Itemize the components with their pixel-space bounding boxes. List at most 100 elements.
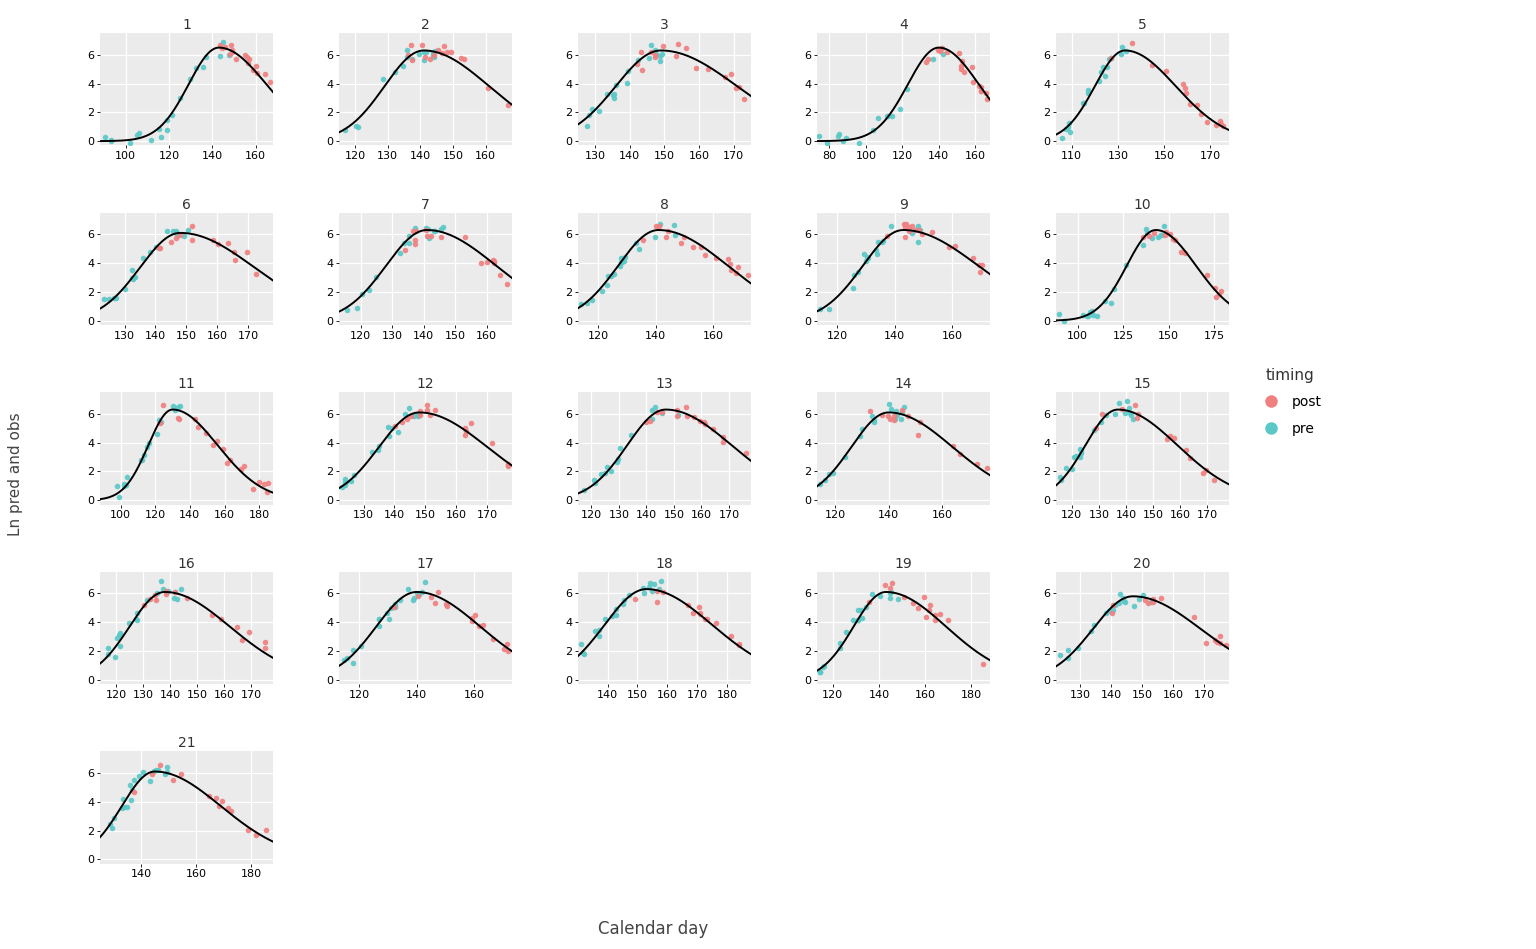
Point: [571, 482, 596, 497]
Point: [135, 439, 160, 455]
Point: [453, 420, 478, 436]
Point: [1100, 598, 1124, 613]
Point: [694, 611, 719, 626]
Title: 21: 21: [178, 736, 195, 751]
Point: [1101, 282, 1126, 297]
Point: [846, 135, 871, 150]
Point: [937, 239, 962, 254]
Point: [1118, 407, 1143, 422]
Point: [487, 267, 511, 282]
Point: [1172, 81, 1197, 96]
Point: [630, 62, 654, 77]
Point: [1114, 44, 1138, 59]
Point: [161, 772, 186, 788]
Point: [895, 408, 920, 423]
Point: [879, 584, 903, 599]
Point: [602, 267, 627, 282]
Point: [1210, 119, 1235, 134]
Point: [435, 598, 459, 613]
Point: [404, 224, 429, 239]
Point: [1135, 226, 1160, 241]
Point: [889, 411, 914, 426]
Point: [631, 233, 656, 248]
Point: [407, 408, 432, 423]
Point: [1100, 605, 1124, 620]
Point: [123, 270, 147, 285]
Point: [468, 255, 493, 270]
Point: [1195, 267, 1220, 282]
Point: [1149, 227, 1174, 242]
Point: [923, 612, 948, 627]
Point: [230, 632, 255, 647]
Point: [808, 664, 833, 679]
Point: [688, 239, 713, 254]
Point: [366, 612, 390, 627]
Point: [654, 229, 679, 244]
Point: [333, 474, 358, 490]
Title: 15: 15: [1134, 377, 1150, 391]
Point: [727, 80, 751, 95]
Point: [598, 269, 622, 284]
Point: [152, 767, 177, 782]
Point: [645, 583, 670, 598]
Point: [364, 270, 389, 285]
Point: [101, 810, 126, 826]
Point: [968, 264, 992, 279]
Point: [833, 449, 857, 464]
Point: [218, 804, 243, 819]
Point: [1054, 121, 1078, 137]
Point: [908, 223, 932, 238]
Point: [1092, 68, 1117, 84]
Point: [184, 60, 209, 75]
Point: [413, 45, 438, 60]
Point: [693, 415, 717, 430]
Point: [570, 645, 594, 661]
Point: [622, 591, 647, 606]
Point: [965, 456, 989, 471]
Point: [877, 581, 902, 596]
Point: [370, 71, 395, 86]
Point: [121, 271, 146, 287]
Point: [587, 628, 611, 643]
Point: [1184, 97, 1209, 112]
Point: [711, 435, 736, 450]
Point: [574, 295, 599, 310]
Point: [923, 607, 948, 623]
Point: [241, 481, 266, 496]
Point: [594, 86, 619, 102]
Point: [422, 402, 447, 418]
Point: [235, 55, 260, 70]
Point: [1103, 597, 1127, 612]
Point: [172, 229, 197, 244]
Point: [903, 222, 928, 237]
Point: [117, 616, 141, 631]
Point: [1174, 246, 1198, 261]
Point: [449, 51, 473, 66]
Point: [639, 45, 664, 60]
Title: 11: 11: [178, 377, 195, 391]
Point: [579, 292, 604, 307]
Point: [817, 301, 842, 316]
Point: [869, 407, 894, 422]
Point: [949, 62, 974, 77]
Point: [642, 400, 667, 415]
Point: [915, 51, 940, 66]
Point: [826, 128, 851, 143]
Point: [120, 783, 144, 798]
Point: [920, 224, 945, 239]
Point: [366, 442, 390, 457]
Point: [367, 612, 392, 627]
Point: [376, 428, 401, 443]
Title: 5: 5: [1138, 18, 1146, 32]
Point: [338, 474, 362, 489]
Point: [647, 582, 671, 597]
Point: [180, 233, 204, 248]
Point: [842, 267, 866, 282]
Point: [949, 58, 974, 73]
Point: [235, 245, 260, 260]
Point: [399, 408, 424, 423]
Point: [1189, 106, 1213, 121]
Point: [1064, 448, 1089, 463]
Point: [416, 222, 441, 237]
Point: [1178, 96, 1203, 111]
